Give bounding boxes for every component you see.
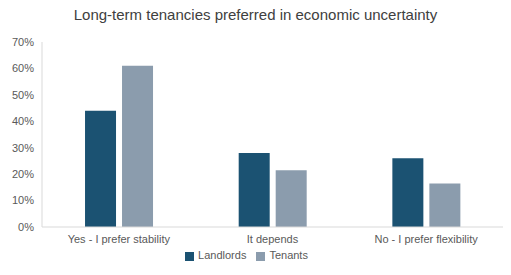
- html-text:Long-term tenancies preferred: Long-term tenancies preferred in economi…: [73, 6, 438, 23]
- svg-text:0%: 0%: [18, 221, 34, 233]
- svg-text:20%: 20%: [12, 168, 34, 180]
- svg-text:30%: 30%: [12, 142, 34, 154]
- svg-text:It depends: It depends: [247, 233, 299, 245]
- svg-text:No - I prefer flexibility: No - I prefer flexibility: [375, 233, 479, 245]
- svg-text:70%: 70%: [12, 36, 34, 48]
- svg-text:40%: 40%: [12, 115, 34, 127]
- svg-text:60%: 60%: [12, 62, 34, 74]
- svg-text:Yes - I prefer stability: Yes - I prefer stability: [68, 233, 171, 245]
- html-text:Landlords: Landlords: [198, 249, 247, 261]
- svg-text:50%: 50%: [12, 89, 34, 101]
- svg-text:10%: 10%: [12, 194, 34, 206]
- html-text:Tenants: Tenants: [269, 249, 308, 261]
